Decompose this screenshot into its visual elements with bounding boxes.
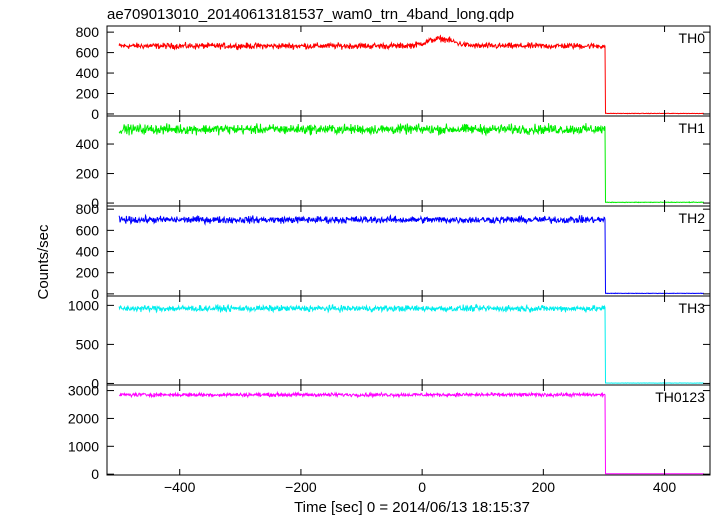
y-tick-label: 0	[91, 375, 99, 391]
panel-frame	[106, 384, 711, 476]
y-tick-label: 200	[76, 166, 100, 182]
x-tick-label: −200	[285, 479, 317, 495]
series-line-th0	[118, 34, 704, 115]
y-tick-label: 500	[76, 336, 100, 352]
y-tick-label: 0	[91, 106, 99, 122]
x-tick-label: 0	[418, 479, 426, 495]
panel-label: TH0123	[655, 389, 705, 405]
y-tick-label: 400	[76, 65, 100, 81]
y-tick-label: 1000	[68, 438, 99, 454]
y-tick-label: 0	[91, 195, 99, 211]
y-axis-label: Counts/sec	[35, 224, 52, 300]
panel-label: TH2	[679, 210, 706, 226]
y-tick-label: 800	[76, 24, 100, 40]
y-tick-label: 600	[76, 222, 100, 238]
y-tick-label: 600	[76, 45, 100, 61]
panel-label: TH3	[679, 300, 706, 316]
panel-th1: 0 200 400 TH1	[76, 115, 711, 211]
x-tick-label: 400	[653, 479, 677, 495]
y-tick-label: 800	[76, 201, 100, 217]
series-line-th2	[118, 213, 704, 295]
y-tick-label: 400	[76, 244, 100, 260]
x-tick-label: 200	[532, 479, 556, 495]
panel-th0: 0 200 400 600 800 TH0	[76, 24, 711, 122]
series-line-th0123	[119, 390, 704, 475]
y-tick-label: 200	[76, 86, 100, 102]
y-tick-label: 0	[91, 286, 99, 302]
panel-frame	[106, 25, 711, 117]
panels: 0 200 400 600 800 TH0 0 200 400 TH1 0 200 400 600 800 T…	[68, 24, 711, 495]
x-tick-label: −400	[164, 479, 196, 495]
panel-label: TH1	[679, 120, 706, 136]
panel-th3: 0 500 1000 TH3	[68, 295, 711, 391]
y-tick-label: 2000	[68, 410, 99, 426]
y-tick-label: 0	[91, 466, 99, 482]
y-tick-label: 200	[76, 265, 100, 281]
panel-th2: 0 200 400 600 800 TH2	[76, 201, 711, 302]
y-tick-label: 1000	[68, 297, 99, 313]
panel-th0123: 0 1000 2000 3000 TH0123	[68, 383, 711, 482]
y-tick-label: 3000	[68, 383, 99, 399]
series-line-th3	[118, 303, 704, 384]
series-line-th1	[118, 123, 704, 204]
panel-label: TH0	[679, 30, 706, 46]
chart-title: ae709013010_20140613181537_wam0_trn_4ban…	[107, 6, 514, 23]
x-axis-label: Time [sec] 0 = 2014/06/13 18:15:37	[294, 499, 530, 516]
y-tick-label: 400	[76, 136, 100, 152]
